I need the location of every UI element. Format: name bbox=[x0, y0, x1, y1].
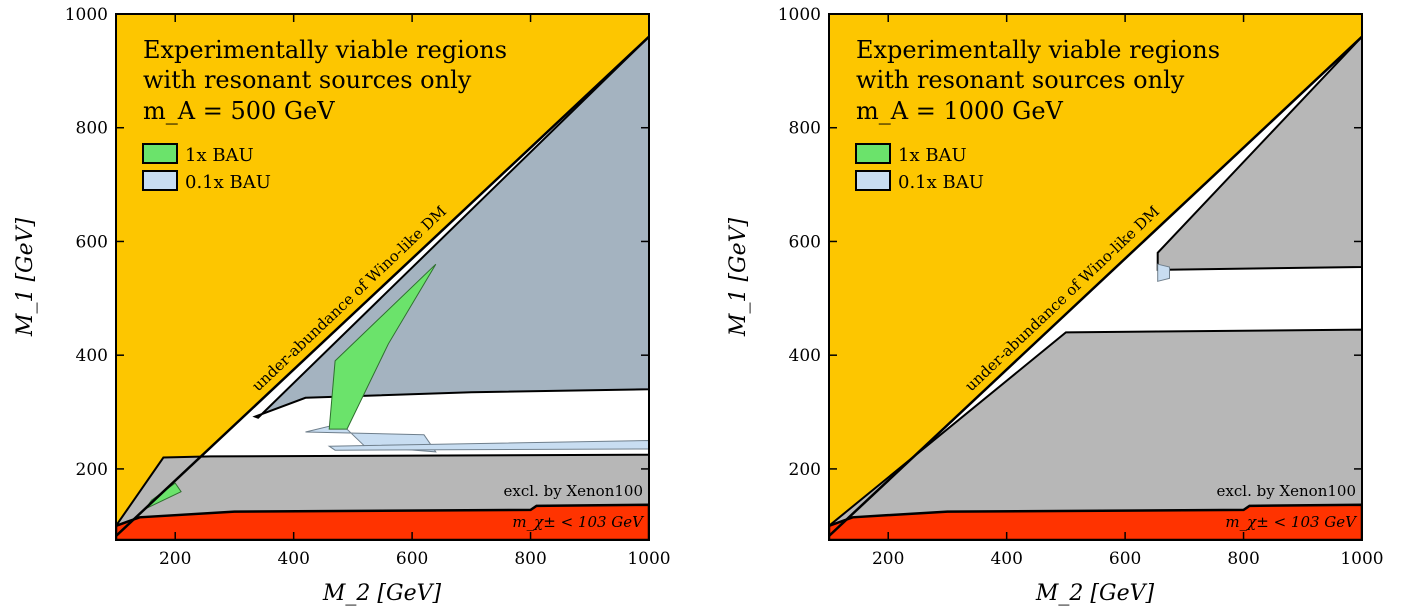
legend-swatch-blue bbox=[142, 170, 178, 191]
x-tick-label: 200 bbox=[159, 549, 191, 569]
x-tick-label: 600 bbox=[1109, 549, 1141, 569]
under-abundance-boundary bbox=[829, 35, 1362, 537]
chart-title-line: m_A = 500 GeV bbox=[143, 97, 335, 125]
under-abundance-boundary bbox=[116, 35, 649, 537]
legend-swatch-green bbox=[142, 143, 178, 164]
xenon-annotation: excl. by Xenon100 bbox=[504, 482, 643, 500]
chargino-excluded-region bbox=[116, 503, 649, 540]
xenon-annotation: excl. by Xenon100 bbox=[1217, 482, 1356, 500]
legend-swatch-blue bbox=[855, 170, 891, 191]
x-tick-label: 200 bbox=[872, 549, 904, 569]
plot-frame bbox=[115, 13, 650, 541]
axis-ticks: 200 400 600 800 1000 200 400 600 800 1000 bbox=[65, 5, 671, 569]
tenth-bau-strip bbox=[1157, 263, 1170, 282]
y-tick-label: 800 bbox=[789, 119, 821, 139]
y-tick-label: 1000 bbox=[65, 5, 108, 25]
one-bau-strip bbox=[328, 263, 437, 430]
x-tick-label: 800 bbox=[514, 549, 546, 569]
xenon-excluded-upper-region bbox=[1156, 35, 1362, 271]
x-axis-label: M_2 [GeV] bbox=[322, 581, 442, 606]
panel-ma-500: 200 400 600 800 1000 200 400 600 800 1000 Experim… bbox=[13, 5, 671, 606]
x-tick-label: 400 bbox=[277, 549, 309, 569]
y-tick-label: 200 bbox=[789, 460, 821, 480]
xenon-excluded-upper-region bbox=[252, 35, 649, 419]
y-axis-label: M_1 [GeV] bbox=[13, 218, 38, 338]
xenon-excluded-lower-region bbox=[829, 328, 1362, 540]
y-tick-label: 400 bbox=[789, 346, 821, 366]
legend-label: 1x BAU bbox=[898, 145, 967, 166]
x-tick-label: 1000 bbox=[627, 549, 670, 569]
chargino-excluded-region bbox=[829, 503, 1362, 540]
chargino-annotation: m_χ± < 103 GeV bbox=[512, 513, 645, 531]
x-tick-label: 800 bbox=[1227, 549, 1259, 569]
y-tick-label: 200 bbox=[76, 460, 108, 480]
y-tick-label: 400 bbox=[76, 346, 108, 366]
panel-ma-1000: 200 400 600 800 1000 200 400 600 800 1000 Experim… bbox=[726, 5, 1384, 606]
legend-label: 0.1x BAU bbox=[185, 172, 271, 193]
chart-title-line: Experimentally viable regions bbox=[143, 36, 507, 64]
y-axis-label: M_1 [GeV] bbox=[726, 218, 751, 338]
y-tick-label: 600 bbox=[789, 232, 821, 252]
x-axis-label: M_2 [GeV] bbox=[1035, 581, 1155, 606]
legend-label: 1x BAU bbox=[185, 145, 254, 166]
axis-ticks: 200 400 600 800 1000 200 400 600 800 1000 bbox=[778, 5, 1384, 569]
y-tick-label: 800 bbox=[76, 119, 108, 139]
legend-swatch-green bbox=[855, 143, 891, 164]
chargino-annotation: m_χ± < 103 GeV bbox=[1225, 513, 1358, 531]
x-tick-label: 600 bbox=[396, 549, 428, 569]
legend-label: 0.1x BAU bbox=[898, 172, 984, 193]
x-tick-label: 1000 bbox=[1340, 549, 1383, 569]
plot-frame bbox=[828, 13, 1363, 541]
y-tick-label: 600 bbox=[76, 232, 108, 252]
chart-title-line: with resonant sources only bbox=[856, 66, 1185, 94]
chart-title-line: Experimentally viable regions bbox=[856, 36, 1220, 64]
chart-title-line: with resonant sources only bbox=[143, 66, 472, 94]
chart-title-line: m_A = 1000 GeV bbox=[856, 97, 1064, 125]
tenth-bau-strip bbox=[327, 439, 649, 451]
y-tick-label: 1000 bbox=[778, 5, 821, 25]
x-tick-label: 400 bbox=[990, 549, 1022, 569]
